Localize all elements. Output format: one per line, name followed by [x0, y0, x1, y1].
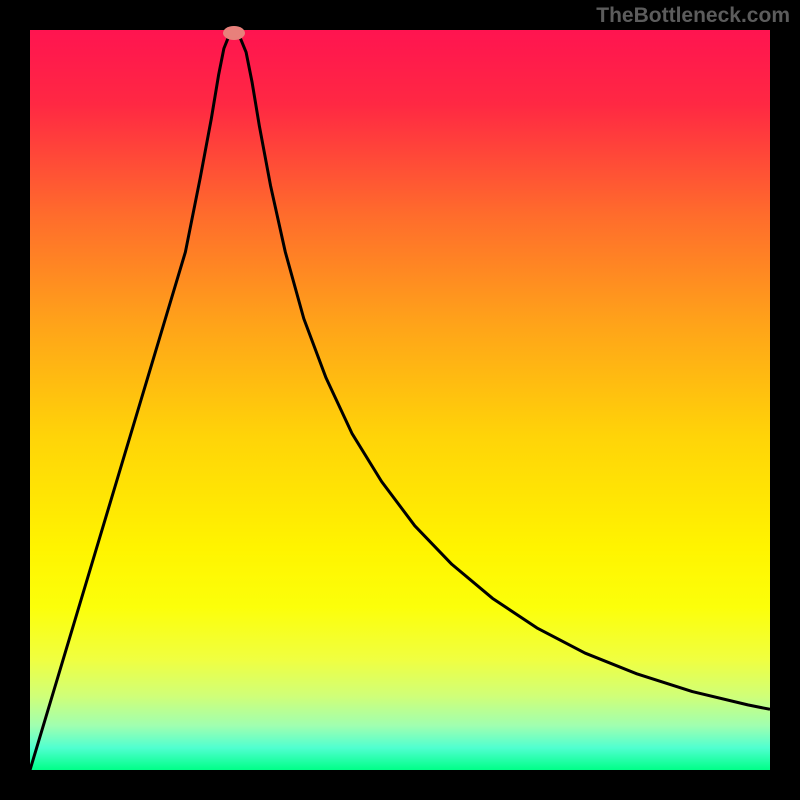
bottleneck-chart: TheBottleneck.com — [0, 0, 800, 800]
chart-border-bottom — [0, 770, 800, 800]
chart-border-right — [770, 0, 800, 800]
chart-border-left — [0, 0, 30, 800]
watermark-label: TheBottleneck.com — [596, 4, 790, 28]
optimum-marker — [223, 26, 245, 40]
plot-area — [30, 30, 770, 770]
bottleneck-curve — [30, 30, 770, 770]
